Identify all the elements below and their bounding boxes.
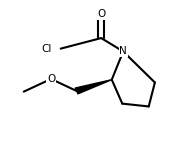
Text: O: O bbox=[97, 9, 105, 19]
Text: N: N bbox=[119, 47, 127, 56]
Polygon shape bbox=[75, 80, 112, 94]
Text: O: O bbox=[47, 74, 55, 84]
Text: Cl: Cl bbox=[42, 44, 52, 54]
